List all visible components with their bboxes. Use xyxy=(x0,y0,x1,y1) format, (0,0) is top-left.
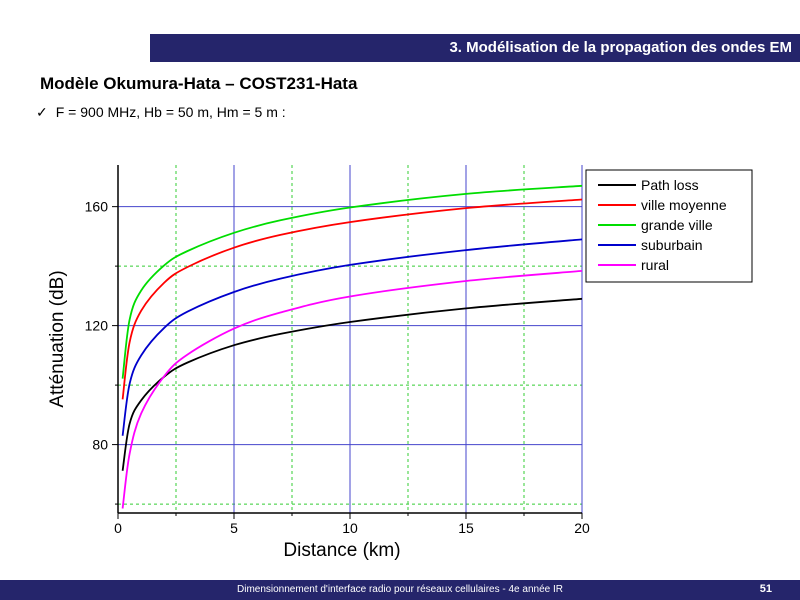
header-band: 3. Modélisation de la propagation des on… xyxy=(150,34,800,62)
y-axis-label: Atténuation (dB) xyxy=(47,270,68,407)
check-icon: ✓ xyxy=(36,104,48,120)
series-line-0 xyxy=(121,297,582,471)
x-axis-label: Distance (km) xyxy=(283,540,400,561)
section-title: 3. Modélisation de la propagation des on… xyxy=(449,39,792,56)
y-tick-label: 80 xyxy=(92,437,108,453)
legend-label-4: rural xyxy=(641,257,669,273)
slide-title: Modèle Okumura-Hata – COST231-Hata xyxy=(40,74,358,93)
y-tick-label: 160 xyxy=(85,199,109,215)
x-tick-label: 20 xyxy=(574,520,590,536)
series-line-2 xyxy=(121,184,582,379)
legend-label-0: Path loss xyxy=(641,177,699,193)
footer-band: Dimensionnement d'interface radio pour r… xyxy=(0,580,800,600)
propagation-chart: 0 5 10 15 20 80 120 160 Distance (km) Atténuation… xyxy=(47,165,753,561)
bullet-text: F = 900 MHz, Hb = 50 m, Hm = 5 m : xyxy=(55,104,286,120)
page-number: 51 xyxy=(759,583,772,595)
series-line-4 xyxy=(121,270,582,509)
series-line-1 xyxy=(121,198,582,400)
bullet-item: ✓ F = 900 MHz, Hb = 50 m, Hm = 5 m : xyxy=(36,104,286,121)
legend-label-3: suburbain xyxy=(641,237,703,253)
footer-text: Dimensionnement d'interface radio pour r… xyxy=(237,584,563,595)
legend-label-1: ville moyenne xyxy=(641,197,727,213)
y-tick-label: 120 xyxy=(85,318,109,334)
x-tick-label: 15 xyxy=(458,520,474,536)
x-tick-label: 5 xyxy=(230,520,238,536)
series-line-3 xyxy=(121,238,582,436)
x-tick-label: 10 xyxy=(342,520,358,536)
x-tick-label: 0 xyxy=(114,520,122,536)
legend-label-2: grande ville xyxy=(641,217,713,233)
